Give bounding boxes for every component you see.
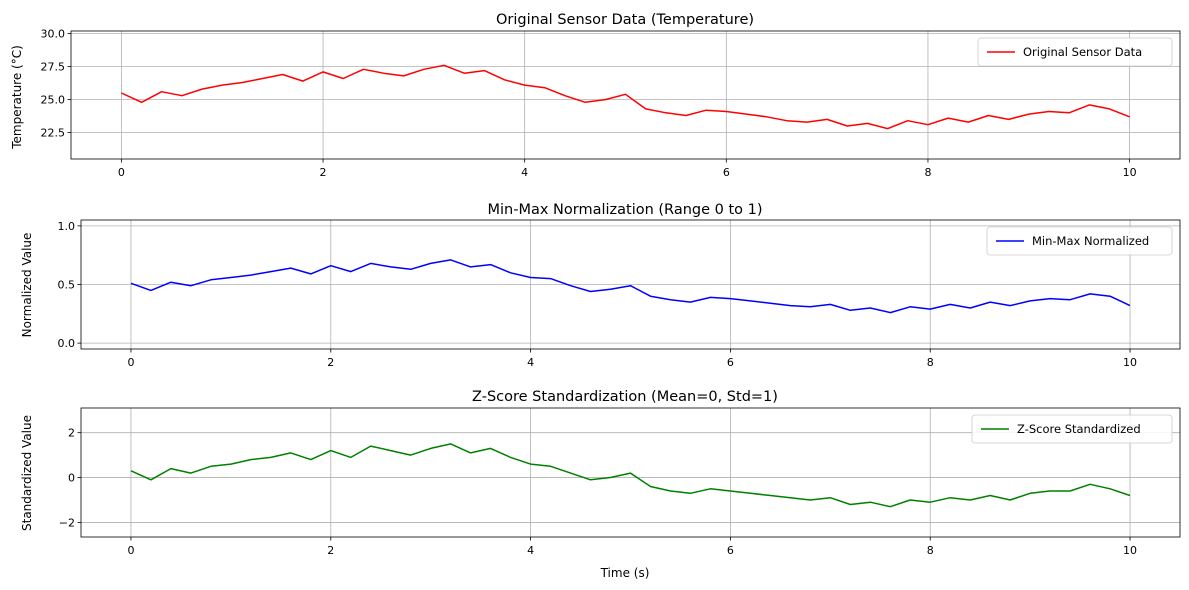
- y-axis-label: Normalized Value: [20, 233, 34, 338]
- x-tick-label: 10: [1123, 544, 1137, 557]
- x-axis-label: Time (s): [600, 566, 650, 580]
- plot-frame: [80, 407, 1181, 538]
- x-tick-label: 10: [1123, 356, 1137, 369]
- x-tick-label: 2: [327, 356, 334, 369]
- chart-title: Min-Max Normalization (Range 0 to 1): [487, 202, 762, 218]
- y-tick-label: 2: [68, 427, 75, 440]
- chart-title: Z-Score Standardization (Mean=0, Std=1): [472, 389, 778, 405]
- chart-title: Original Sensor Data (Temperature): [496, 12, 754, 28]
- x-tick-label: 0: [127, 356, 134, 369]
- y-tick-label: 27.5: [41, 61, 66, 74]
- series-line: [121, 64, 1130, 130]
- x-tick-label: 4: [527, 356, 534, 369]
- x-tick-label: 0: [127, 544, 134, 557]
- legend: Z-Score Standardized: [971, 414, 1173, 444]
- y-tick-label: 0: [68, 472, 75, 485]
- y-tick-label: 1.0: [58, 220, 76, 233]
- y-tick-label: 22.5: [41, 127, 66, 140]
- y-tick-label: 30.0: [41, 28, 66, 41]
- legend-label: Original Sensor Data: [1023, 45, 1142, 59]
- subplot-temperature: Original Sensor Data (Temperature) Tempe…: [10, 12, 1181, 179]
- y-tick-label: 25.0: [41, 94, 66, 107]
- legend: Original Sensor Data: [977, 37, 1173, 67]
- legend: Min-Max Normalized: [986, 226, 1173, 256]
- x-tick-label: 0: [118, 166, 125, 179]
- x-tick-label: 10: [1123, 166, 1137, 179]
- subplot-minmax: Min-Max Normalization (Range 0 to 1) Nor…: [20, 202, 1181, 369]
- x-tick-label: 8: [924, 166, 931, 179]
- x-tick-label: 6: [727, 544, 734, 557]
- legend-box: [977, 37, 1173, 67]
- x-tick-label: 6: [727, 356, 734, 369]
- x-tick-label: 8: [927, 544, 934, 557]
- legend-box: [986, 226, 1173, 256]
- y-axis-label: Temperature (°C): [10, 45, 24, 150]
- series-line: [130, 443, 1131, 508]
- x-tick-label: 4: [527, 544, 534, 557]
- x-tick-label: 2: [320, 166, 327, 179]
- x-tick-label: 8: [927, 356, 934, 369]
- x-tick-label: 2: [327, 544, 334, 557]
- subplot-zscore: Z-Score Standardization (Mean=0, Std=1) …: [20, 389, 1181, 580]
- y-axis-label: Standardized Value: [20, 415, 34, 531]
- legend-box: [971, 414, 1173, 444]
- y-tick-label: 0.5: [58, 279, 76, 292]
- x-tick-label: 6: [723, 166, 730, 179]
- legend-label: Z-Score Standardized: [1017, 422, 1141, 436]
- series-line: [130, 259, 1131, 314]
- plot-frame: [70, 30, 1181, 160]
- legend-label: Min-Max Normalized: [1032, 234, 1149, 248]
- y-tick-label: 0.0: [58, 337, 76, 350]
- y-tick-label: −2: [59, 516, 75, 529]
- x-tick-label: 4: [521, 166, 528, 179]
